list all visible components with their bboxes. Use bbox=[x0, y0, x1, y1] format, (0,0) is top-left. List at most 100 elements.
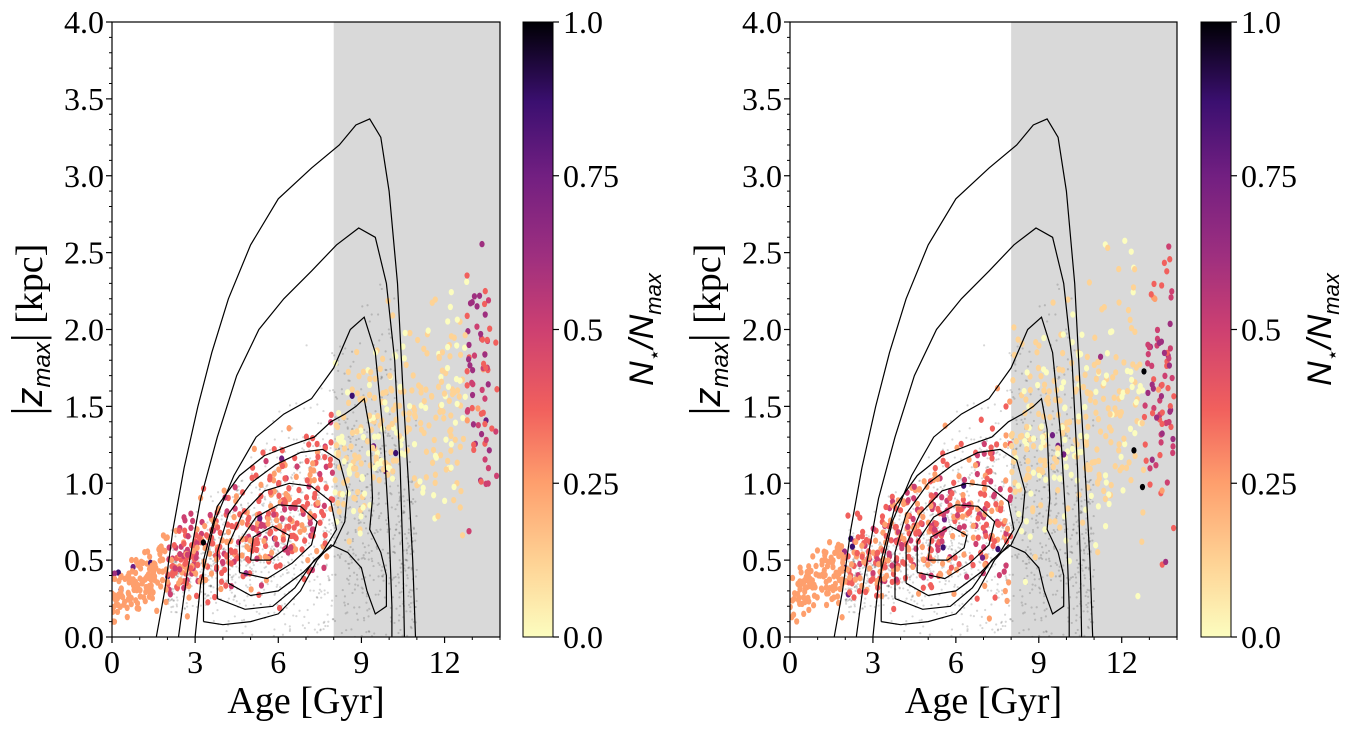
background-star-point bbox=[968, 577, 972, 580]
background-star-point bbox=[993, 631, 996, 634]
density-point bbox=[134, 600, 141, 607]
background-star-point bbox=[347, 567, 351, 570]
y-tick-label: 3.5 bbox=[742, 81, 782, 117]
density-point bbox=[1065, 296, 1071, 303]
density-point bbox=[1112, 405, 1118, 412]
background-star-point bbox=[995, 592, 998, 595]
background-star-point bbox=[409, 588, 412, 591]
density-point bbox=[328, 411, 334, 419]
background-star-point bbox=[1016, 556, 1019, 559]
background-star-point bbox=[1000, 538, 1003, 541]
density-point bbox=[1153, 461, 1159, 469]
density-point bbox=[1067, 418, 1073, 426]
density-point bbox=[372, 464, 378, 472]
density-point bbox=[1002, 587, 1008, 595]
old-age-shaded-region bbox=[333, 22, 500, 637]
density-point bbox=[989, 455, 995, 462]
density-point bbox=[1105, 244, 1111, 252]
density-point bbox=[376, 476, 382, 484]
density-point bbox=[1074, 375, 1081, 382]
density-point bbox=[870, 570, 876, 577]
background-star-point bbox=[1055, 563, 1059, 566]
background-star-point bbox=[187, 589, 191, 592]
density-point bbox=[829, 559, 835, 567]
background-star-point bbox=[1067, 493, 1070, 496]
background-star-point bbox=[397, 576, 400, 579]
background-star-point bbox=[965, 562, 968, 565]
density-point bbox=[944, 461, 950, 468]
background-star-point bbox=[994, 563, 997, 566]
background-star-point bbox=[1085, 528, 1088, 531]
background-star-point bbox=[316, 403, 319, 406]
background-star-point bbox=[957, 480, 960, 483]
background-star-point bbox=[1076, 566, 1079, 569]
density-point bbox=[323, 484, 329, 492]
background-star-point bbox=[981, 537, 985, 540]
background-star-point bbox=[1075, 559, 1078, 562]
background-star-point bbox=[925, 508, 929, 511]
density-point bbox=[1131, 447, 1137, 454]
background-star-point bbox=[175, 561, 178, 564]
background-star-point bbox=[922, 511, 926, 515]
background-star-point bbox=[317, 592, 321, 595]
background-star-point bbox=[348, 562, 351, 565]
background-star-point bbox=[301, 491, 304, 494]
density-point bbox=[920, 574, 927, 581]
background-star-point bbox=[910, 574, 913, 577]
background-star-point bbox=[1015, 422, 1019, 426]
background-star-point bbox=[388, 485, 392, 488]
density-point bbox=[1036, 466, 1042, 473]
background-star-point bbox=[885, 584, 889, 588]
background-star-point bbox=[1021, 539, 1024, 542]
background-star-point bbox=[1004, 454, 1007, 457]
background-star-point bbox=[936, 526, 940, 529]
density-point bbox=[1141, 413, 1148, 421]
background-star-point bbox=[277, 558, 280, 561]
background-star-point bbox=[1045, 630, 1048, 633]
background-star-point bbox=[981, 477, 984, 480]
density-point bbox=[196, 534, 202, 541]
background-star-point bbox=[348, 506, 352, 509]
background-star-point bbox=[1049, 578, 1053, 582]
background-star-point bbox=[289, 511, 292, 514]
y-axis-label: |zmax| [kpc] bbox=[681, 244, 734, 416]
background-star-point bbox=[951, 544, 954, 547]
background-star-point bbox=[970, 438, 973, 441]
background-star-point bbox=[1040, 497, 1043, 500]
background-star-point bbox=[949, 561, 952, 565]
background-star-point bbox=[343, 595, 347, 598]
background-star-point bbox=[1010, 391, 1013, 394]
background-star-point bbox=[913, 600, 916, 603]
density-point bbox=[1096, 475, 1102, 482]
density-point bbox=[229, 548, 235, 556]
background-star-point bbox=[999, 518, 1002, 521]
density-point bbox=[384, 406, 390, 413]
density-point bbox=[364, 438, 371, 445]
background-star-point bbox=[234, 544, 238, 547]
background-star-point bbox=[356, 618, 359, 621]
background-star-point bbox=[246, 563, 249, 566]
density-point bbox=[1107, 411, 1113, 418]
background-star-point bbox=[407, 594, 410, 598]
background-star-point bbox=[266, 484, 269, 487]
density-point bbox=[1133, 399, 1139, 406]
background-star-point bbox=[888, 576, 891, 579]
background-star-point bbox=[882, 573, 885, 576]
background-star-point bbox=[189, 581, 192, 584]
density-point bbox=[903, 518, 910, 525]
y-label-bar-close: | bbox=[681, 333, 730, 342]
density-point bbox=[813, 571, 819, 578]
density-point bbox=[1029, 402, 1035, 410]
background-star-point bbox=[1004, 620, 1007, 623]
background-star-point bbox=[954, 491, 957, 494]
background-star-point bbox=[1087, 481, 1091, 484]
background-star-point bbox=[1030, 464, 1033, 467]
background-star-point bbox=[415, 532, 418, 535]
density-point bbox=[1078, 448, 1084, 456]
density-point bbox=[239, 536, 246, 543]
background-star-point bbox=[950, 541, 954, 545]
background-star-point bbox=[1022, 629, 1025, 632]
density-point bbox=[911, 495, 917, 502]
background-star-point bbox=[352, 571, 356, 574]
density-point bbox=[470, 366, 476, 374]
